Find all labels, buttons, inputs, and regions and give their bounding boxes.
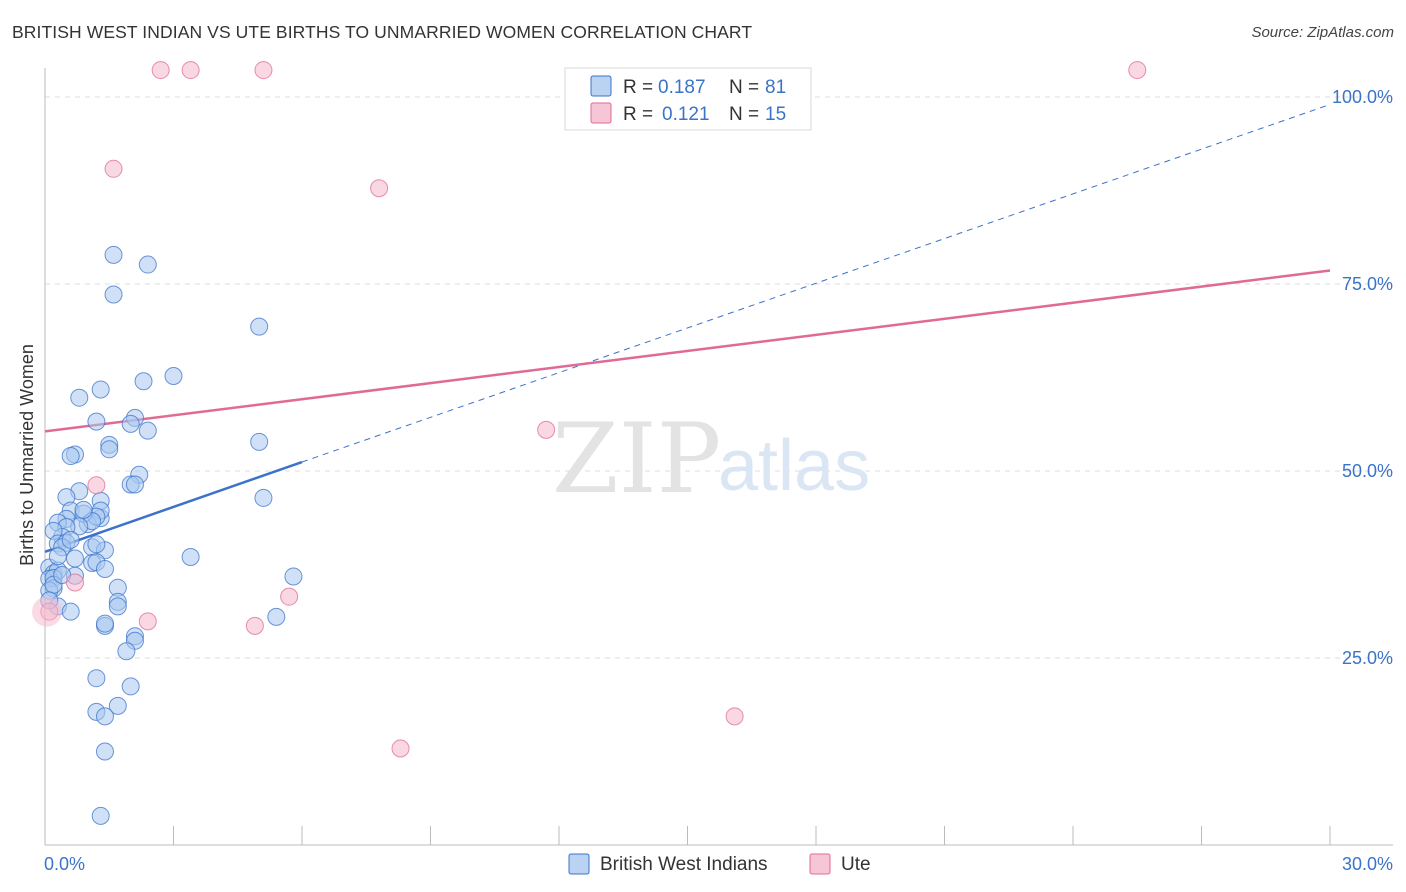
legend-r-label-blue: R =: [623, 77, 653, 98]
point-ute: [280, 587, 299, 606]
point-ute: [537, 420, 556, 439]
point-british-west-indian: [117, 642, 136, 661]
tick-labels: 25.0% 50.0% 75.0% 100.0% 0.0% 30.0%: [44, 87, 1393, 874]
point-ute: [87, 476, 106, 495]
point-british-west-indian: [138, 255, 157, 274]
point-british-west-indian: [250, 432, 269, 451]
point-british-west-indian: [91, 806, 110, 825]
legend-r-value-pink: 0.121: [662, 104, 710, 125]
gridlines: [45, 96, 1393, 659]
point-british-west-indian: [138, 421, 157, 440]
point-ute: [65, 573, 84, 592]
axes: [44, 68, 1393, 846]
point-british-west-indian: [61, 602, 80, 621]
point-british-west-indian: [87, 669, 106, 688]
point-british-west-indian: [125, 475, 144, 494]
trend-lines: [44, 104, 1331, 553]
chart-title: BRITISH WEST INDIAN VS UTE BIRTHS TO UNM…: [12, 22, 753, 42]
point-british-west-indian: [164, 367, 183, 386]
source-credit: Source: ZipAtlas.com: [1251, 24, 1394, 41]
point-british-west-indian: [284, 567, 303, 586]
point-ute: [245, 616, 264, 635]
trend-line-blue: [44, 460, 303, 553]
legend-r-label-pink: R =: [623, 104, 653, 125]
point-british-west-indian: [121, 677, 140, 696]
point-ute: [391, 739, 410, 758]
point-ute: [370, 179, 389, 198]
point-british-west-indian: [108, 597, 127, 616]
point-british-west-indian: [267, 607, 286, 626]
watermark-atlas: atlas: [718, 426, 870, 506]
point-british-west-indian: [74, 500, 93, 519]
point-ute: [104, 159, 123, 178]
point-british-west-indian: [121, 414, 140, 433]
trend-line-pink: [44, 269, 1331, 433]
point-british-west-indian: [250, 317, 269, 336]
watermark-zip: ZIP: [552, 403, 721, 515]
point-ute: [151, 61, 170, 80]
legend-swatch-pink: [590, 102, 612, 124]
legend-n-value-pink: 15: [765, 104, 786, 125]
y-tick-label: 50.0%: [1342, 461, 1393, 481]
point-ute: [138, 612, 157, 631]
legend-r-value-blue: 0.187: [658, 77, 706, 98]
y-tick-label: 75.0%: [1342, 274, 1393, 294]
point-british-west-indian: [254, 488, 273, 507]
point-british-west-indian: [65, 549, 84, 568]
point-british-west-indian: [61, 530, 80, 549]
point-british-west-indian: [95, 707, 114, 726]
legend-n-value-blue: 81: [765, 77, 786, 98]
stats-legend: R = 0.187 N = 81 R = 0.121 N = 15: [564, 67, 812, 131]
y-axis-label: Births to Unmarried Women: [17, 344, 37, 566]
point-ute: [725, 707, 744, 726]
legend-n-label-blue: N =: [729, 77, 759, 98]
series-legend-label-blue: British West Indians: [600, 854, 768, 875]
y-tick-label: 25.0%: [1342, 648, 1393, 668]
point-british-west-indian: [48, 547, 67, 566]
point-british-west-indian: [104, 285, 123, 304]
point-british-west-indian: [134, 372, 153, 391]
legend-n-label-pink: N =: [729, 104, 759, 125]
point-british-west-indian: [95, 559, 114, 578]
series-legend-swatch-blue: [568, 853, 590, 875]
series-legend-label-pink: Ute: [841, 854, 871, 875]
series-legend-swatch-pink: [809, 853, 831, 875]
series-legend: British West Indians Ute: [568, 853, 871, 875]
x-tick-label-min: 0.0%: [44, 854, 85, 874]
point-british-west-indian: [108, 696, 127, 715]
point-british-west-indian: [91, 380, 110, 399]
point-british-west-indian: [87, 412, 106, 431]
point-british-west-indian: [181, 548, 200, 567]
point-ute: [1128, 61, 1147, 80]
point-british-west-indian: [104, 245, 123, 264]
trend-line-blue-extended: [301, 104, 1331, 463]
x-tick-label-max: 30.0%: [1342, 854, 1393, 874]
data-points: [32, 61, 1147, 825]
point-ute-large: [32, 596, 62, 627]
point-british-west-indian: [70, 388, 89, 407]
point-british-west-indian: [100, 440, 119, 459]
watermark: ZIP atlas: [552, 403, 870, 515]
point-british-west-indian: [95, 614, 114, 633]
legend-swatch-blue: [590, 75, 612, 97]
point-british-west-indian: [61, 447, 80, 466]
point-ute: [254, 61, 273, 80]
y-tick-label: 100.0%: [1332, 87, 1393, 107]
point-british-west-indian: [87, 535, 106, 554]
point-british-west-indian: [95, 742, 114, 761]
point-ute: [181, 61, 200, 80]
